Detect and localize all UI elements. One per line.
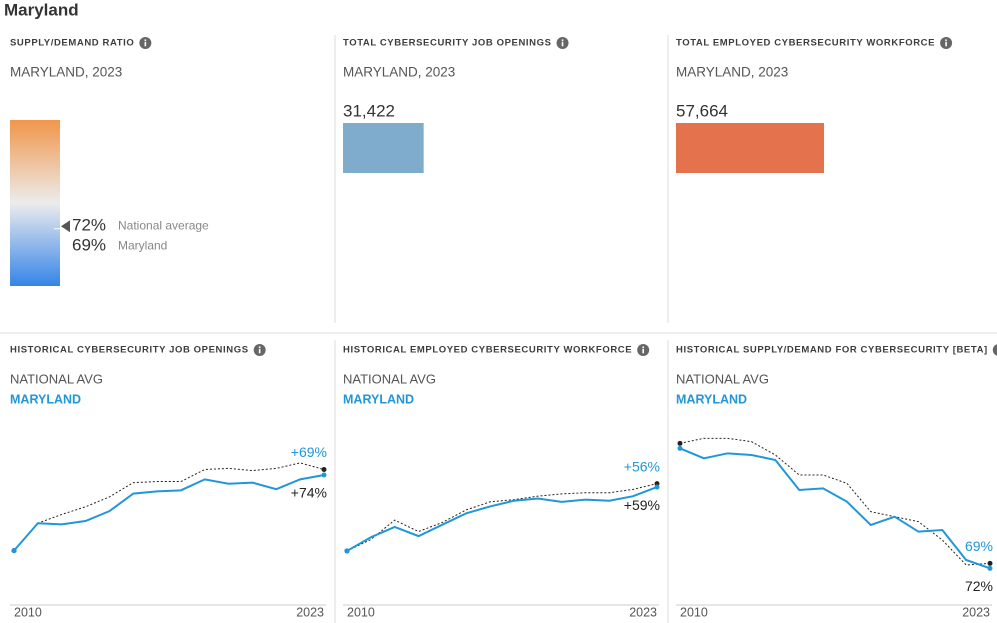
panel-title: HISTORICAL EMPLOYED CYBERSECURITY WORKFO… [343,345,632,356]
gauge-value: 69% [72,236,106,255]
gauge-marker [61,220,70,233]
panel-subtitle: MARYLAND, 2023 [676,65,788,80]
end-label: +74% [291,485,327,501]
end-dot [654,481,660,487]
maryland-line [346,486,658,552]
legend-entry: NATIONAL AVG [676,371,769,386]
info-icon-bar [258,348,261,354]
start-dot [11,548,17,554]
national-line [13,462,325,551]
end-dot [987,565,993,571]
bar [343,123,424,173]
national-line [346,483,658,552]
info-icon-dot [945,39,947,41]
info-icon [992,344,997,356]
bar-value: 57,664 [676,101,728,120]
legend-entry: MARYLAND [10,392,81,406]
panel-subtitle: MARYLAND, 2023 [10,65,122,80]
bar-value: 31,422 [343,101,395,120]
x-tick-label: 2010 [347,605,375,619]
info-icon-dot [642,346,644,348]
page-title: Maryland [4,0,79,19]
info-icon-bar [642,348,644,354]
panel-title: SUPPLY/DEMAND RATIO [10,38,134,49]
info-icon-dot [258,346,261,348]
end-dot [987,560,993,566]
legend-entry: MARYLAND [676,392,747,406]
x-tick-label: 2010 [14,605,42,619]
x-tick-label: 2023 [296,605,324,619]
national-line [679,437,991,566]
panel-title: HISTORICAL CYBERSECURITY JOB OPENINGS [10,345,249,356]
x-tick-label: 2023 [962,605,990,619]
maryland-line [679,447,991,570]
maryland-line [13,473,325,552]
end-dot [321,466,327,472]
info-icon-bar [945,41,947,47]
info-icon-bar [561,41,564,47]
info-icon-bar [144,41,147,47]
end-label: +69% [291,444,327,460]
legend-entry: NATIONAL AVG [343,371,436,386]
x-tick-label: 2010 [680,605,708,619]
end-dot [321,472,327,478]
legend-entry: NATIONAL AVG [10,371,103,386]
panel-subtitle: MARYLAND, 2023 [343,65,455,80]
gauge-label: Maryland [118,238,167,252]
end-dot [654,484,660,490]
gauge-value: 72% [72,216,106,235]
panel-title: TOTAL CYBERSECURITY JOB OPENINGS [343,38,552,49]
bar [676,123,824,173]
gauge-label: National average [118,218,209,232]
end-label: +56% [624,458,660,474]
info-icon-dot [144,39,147,41]
end-label: +59% [624,497,660,513]
panel-title: TOTAL EMPLOYED CYBERSECURITY WORKFORCE [676,38,935,49]
start-dot [677,440,683,446]
start-dot [344,548,350,554]
legend-entry: MARYLAND [343,392,414,406]
info-icon-dot [561,39,564,41]
start-dot [677,445,683,451]
panel-title: HISTORICAL SUPPLY/DEMAND FOR CYBERSECURI… [676,345,988,356]
end-label: 69% [965,538,993,554]
x-tick-label: 2023 [629,605,657,619]
gauge-bar [10,120,60,286]
end-label: 72% [965,578,993,594]
